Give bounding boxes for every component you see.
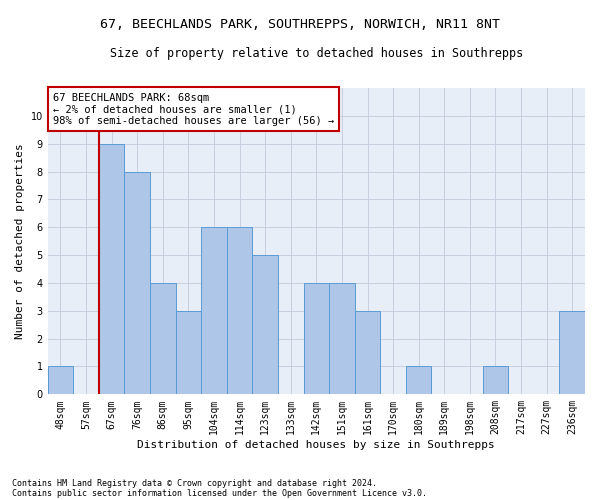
Y-axis label: Number of detached properties: Number of detached properties bbox=[15, 144, 25, 339]
Text: 67, BEECHLANDS PARK, SOUTHREPPS, NORWICH, NR11 8NT: 67, BEECHLANDS PARK, SOUTHREPPS, NORWICH… bbox=[100, 18, 500, 30]
Bar bbox=[124, 172, 150, 394]
Bar bbox=[227, 228, 253, 394]
Bar bbox=[355, 311, 380, 394]
Bar bbox=[150, 283, 176, 395]
Text: 67 BEECHLANDS PARK: 68sqm
← 2% of detached houses are smaller (1)
98% of semi-de: 67 BEECHLANDS PARK: 68sqm ← 2% of detach… bbox=[53, 92, 334, 126]
Title: Size of property relative to detached houses in Southrepps: Size of property relative to detached ho… bbox=[110, 48, 523, 60]
Text: Contains HM Land Registry data © Crown copyright and database right 2024.: Contains HM Land Registry data © Crown c… bbox=[12, 478, 377, 488]
Bar bbox=[176, 311, 201, 394]
Bar bbox=[329, 283, 355, 395]
Bar bbox=[559, 311, 585, 394]
Bar bbox=[253, 255, 278, 394]
Bar bbox=[201, 228, 227, 394]
Bar bbox=[482, 366, 508, 394]
Bar bbox=[47, 366, 73, 394]
Bar bbox=[406, 366, 431, 394]
Text: Contains public sector information licensed under the Open Government Licence v3: Contains public sector information licen… bbox=[12, 488, 427, 498]
X-axis label: Distribution of detached houses by size in Southrepps: Distribution of detached houses by size … bbox=[137, 440, 495, 450]
Bar bbox=[99, 144, 124, 394]
Bar bbox=[304, 283, 329, 395]
